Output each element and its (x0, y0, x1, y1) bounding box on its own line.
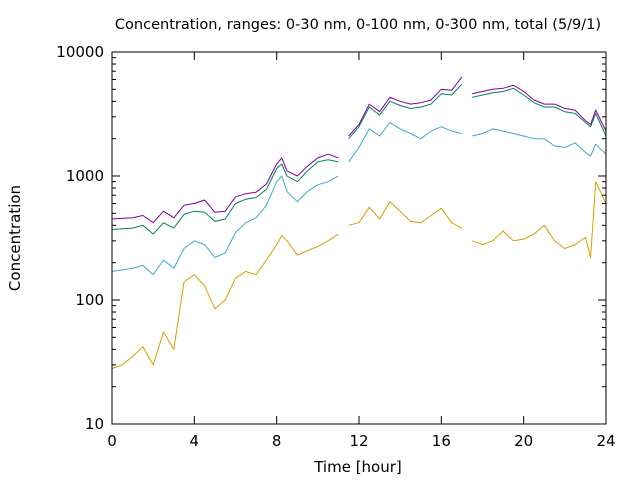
y-tick-label: 1000 (66, 167, 104, 185)
y-tick-label: 10000 (56, 43, 104, 61)
series-layer (111, 76, 607, 370)
x-tick-label: 8 (272, 432, 282, 450)
series-line-3 (111, 76, 607, 224)
x-tick-label: 0 (107, 432, 117, 450)
y-axis-label: Concentration (6, 185, 24, 291)
plot-frame (111, 51, 607, 425)
x-tick-label: 12 (349, 432, 368, 450)
y-tick-label: 100 (75, 291, 104, 309)
x-tick-label: 20 (514, 432, 533, 450)
x-tick-label: 16 (432, 432, 451, 450)
series-line-2 (111, 83, 607, 235)
x-axis-label: Time [hour] (313, 458, 402, 476)
y-tick-label: 10 (85, 415, 104, 433)
x-tick-label: 4 (190, 432, 200, 450)
x-tick-label: 24 (596, 432, 615, 450)
series-line-0 (111, 181, 607, 370)
chart-title: Concentration, ranges: 0-30 nm, 0-100 nm… (115, 17, 601, 33)
series-line-1 (111, 122, 607, 276)
tick-layer: 0 4 8 12 16 20 24 10 100 1000 10000 (56, 43, 615, 450)
